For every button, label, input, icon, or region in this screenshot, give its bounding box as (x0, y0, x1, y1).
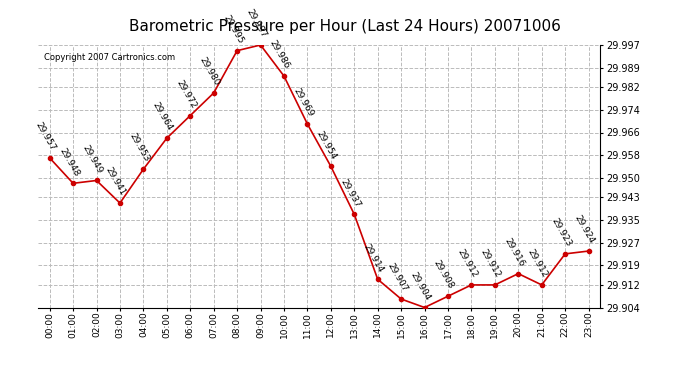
Text: 29.904: 29.904 (408, 270, 432, 302)
Text: 29.923: 29.923 (549, 217, 573, 248)
Text: 29.949: 29.949 (81, 143, 104, 175)
Text: 29.908: 29.908 (432, 259, 455, 291)
Text: 29.941: 29.941 (104, 166, 128, 198)
Text: 29.980: 29.980 (198, 56, 221, 87)
Text: 29.924: 29.924 (573, 214, 596, 246)
Text: 29.912: 29.912 (479, 248, 502, 279)
Text: 29.997: 29.997 (245, 8, 268, 39)
Text: 29.969: 29.969 (291, 87, 315, 118)
Text: 29.957: 29.957 (34, 121, 57, 152)
Text: 29.972: 29.972 (175, 78, 198, 110)
Text: 29.964: 29.964 (151, 101, 175, 133)
Text: 29.907: 29.907 (385, 262, 408, 294)
Text: Barometric Pressure per Hour (Last 24 Hours) 20071006: Barometric Pressure per Hour (Last 24 Ho… (129, 19, 561, 34)
Text: 29.953: 29.953 (128, 132, 151, 164)
Text: 29.986: 29.986 (268, 39, 292, 70)
Text: 29.954: 29.954 (315, 129, 338, 161)
Text: Copyright 2007 Cartronics.com: Copyright 2007 Cartronics.com (43, 53, 175, 62)
Text: 29.937: 29.937 (338, 177, 362, 209)
Text: 29.914: 29.914 (362, 242, 385, 274)
Text: 29.912: 29.912 (526, 248, 549, 279)
Text: 29.916: 29.916 (502, 236, 526, 268)
Text: 29.995: 29.995 (221, 13, 245, 45)
Text: 29.948: 29.948 (57, 146, 81, 178)
Text: 29.912: 29.912 (455, 248, 479, 279)
